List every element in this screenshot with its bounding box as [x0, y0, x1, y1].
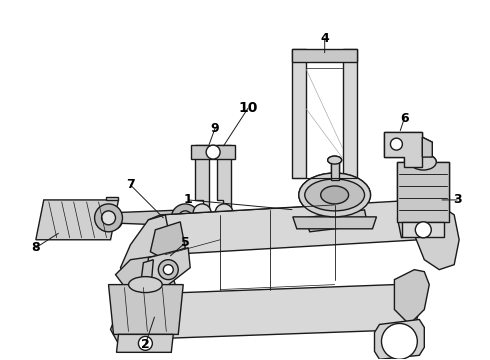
- Ellipse shape: [128, 276, 162, 293]
- Polygon shape: [105, 197, 119, 200]
- Text: 3: 3: [453, 193, 462, 206]
- Polygon shape: [293, 217, 376, 229]
- Polygon shape: [293, 217, 376, 229]
- Polygon shape: [402, 222, 444, 237]
- Text: 5: 5: [181, 236, 190, 249]
- Ellipse shape: [305, 179, 365, 211]
- Ellipse shape: [328, 156, 342, 164]
- Text: 8: 8: [31, 241, 40, 254]
- Ellipse shape: [328, 156, 342, 164]
- Text: 10: 10: [238, 101, 258, 115]
- Circle shape: [391, 138, 402, 150]
- Polygon shape: [402, 222, 444, 237]
- Circle shape: [215, 204, 233, 222]
- Polygon shape: [108, 210, 185, 226]
- Circle shape: [95, 204, 122, 232]
- Polygon shape: [397, 162, 449, 222]
- Polygon shape: [117, 334, 173, 352]
- Circle shape: [119, 318, 143, 341]
- Text: 2: 2: [141, 338, 150, 351]
- Polygon shape: [195, 145, 209, 225]
- Bar: [331, 160, 339, 180]
- Circle shape: [172, 204, 199, 232]
- Polygon shape: [121, 215, 171, 289]
- Ellipse shape: [321, 186, 348, 204]
- Polygon shape: [147, 248, 190, 293]
- Polygon shape: [397, 162, 449, 222]
- Circle shape: [158, 260, 178, 280]
- Ellipse shape: [321, 186, 348, 204]
- Ellipse shape: [299, 173, 370, 217]
- Polygon shape: [394, 270, 429, 324]
- Polygon shape: [116, 285, 419, 339]
- Circle shape: [107, 215, 118, 225]
- Bar: [331, 160, 339, 180]
- Polygon shape: [385, 132, 422, 167]
- Circle shape: [138, 336, 152, 350]
- Polygon shape: [195, 217, 233, 227]
- Polygon shape: [343, 49, 357, 178]
- Text: 7: 7: [126, 179, 135, 192]
- Circle shape: [416, 222, 431, 238]
- Circle shape: [178, 211, 192, 225]
- Polygon shape: [191, 145, 235, 159]
- Polygon shape: [385, 132, 422, 167]
- Text: 4: 4: [320, 32, 329, 45]
- Polygon shape: [144, 200, 444, 255]
- Ellipse shape: [299, 173, 370, 217]
- Polygon shape: [217, 145, 231, 225]
- Circle shape: [391, 138, 402, 150]
- Text: 9: 9: [211, 122, 220, 135]
- Polygon shape: [422, 137, 432, 157]
- Polygon shape: [374, 319, 424, 359]
- Polygon shape: [111, 300, 148, 347]
- Polygon shape: [141, 260, 153, 285]
- Polygon shape: [108, 285, 183, 334]
- Ellipse shape: [305, 179, 365, 211]
- Circle shape: [101, 211, 116, 225]
- Circle shape: [193, 204, 211, 222]
- Polygon shape: [292, 49, 306, 178]
- Circle shape: [163, 265, 173, 275]
- Ellipse shape: [410, 154, 436, 170]
- Polygon shape: [305, 210, 368, 232]
- Polygon shape: [415, 200, 459, 270]
- Polygon shape: [36, 200, 119, 240]
- Ellipse shape: [410, 154, 436, 170]
- Circle shape: [382, 323, 417, 359]
- Polygon shape: [422, 137, 432, 157]
- Text: 6: 6: [400, 112, 409, 125]
- Circle shape: [416, 222, 431, 238]
- Circle shape: [206, 145, 220, 159]
- Polygon shape: [292, 49, 357, 62]
- Circle shape: [102, 210, 122, 230]
- Polygon shape: [397, 210, 439, 238]
- Polygon shape: [116, 255, 175, 300]
- Polygon shape: [150, 222, 185, 260]
- Text: 1: 1: [184, 193, 193, 206]
